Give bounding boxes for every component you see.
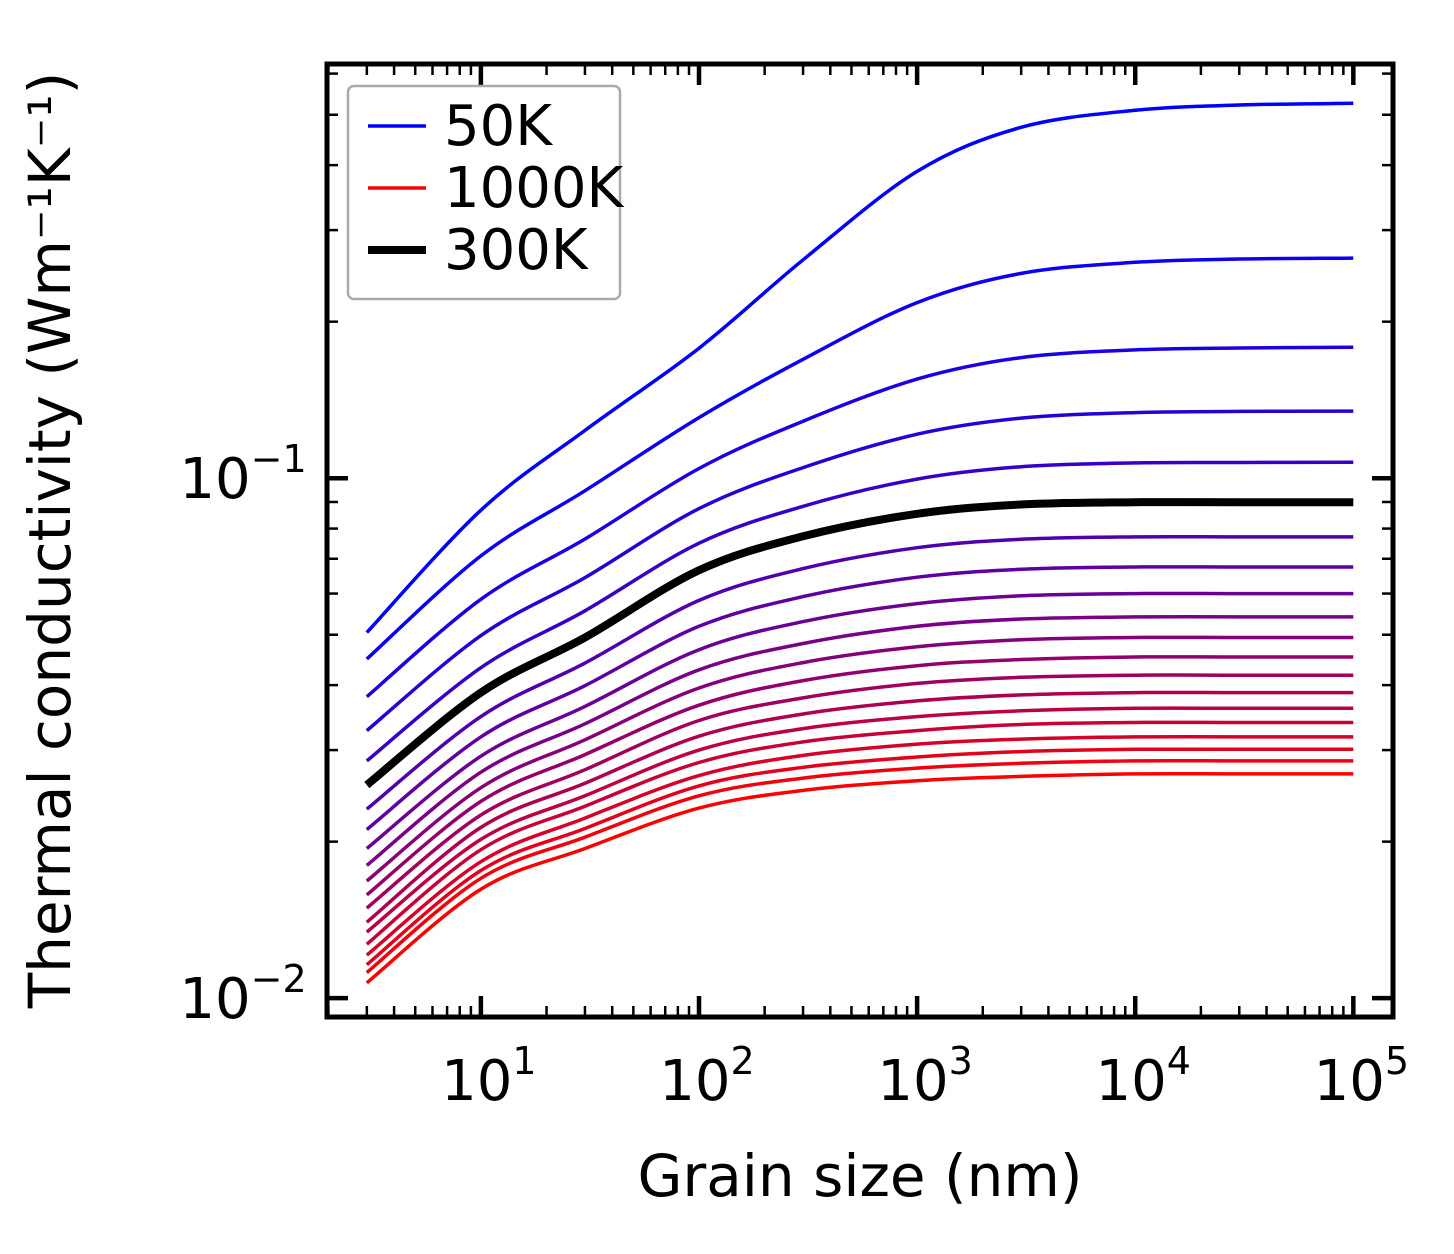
series-600K <box>365 655 1354 897</box>
series-850K <box>365 735 1354 957</box>
legend-label-50K: 50K <box>444 94 553 159</box>
x-axis-title: Grain size (nm) <box>637 1142 1082 1210</box>
axis-tick-labels: 101 102 103 104 105 10−1 10−2 <box>179 437 1409 1114</box>
series-700K <box>365 690 1354 924</box>
series-50K <box>365 101 1354 634</box>
series-1000K <box>365 771 1354 985</box>
series-400K <box>365 565 1354 831</box>
legend-label-1000K: 1000K <box>444 156 625 221</box>
legend-label-300K: 300K <box>444 218 589 283</box>
series-900K <box>365 747 1354 967</box>
y-tick-label-1e-2: 10−2 <box>179 957 306 1032</box>
axis-ticks <box>327 64 1393 1017</box>
series-750K <box>365 706 1354 934</box>
series-200K <box>365 409 1354 732</box>
series-950K <box>365 758 1354 974</box>
x-tick-label-1e3: 103 <box>877 1039 972 1114</box>
y-axis-title: Thermal conductivity (Wm⁻¹K⁻¹) <box>16 72 84 1010</box>
series-550K <box>365 635 1354 883</box>
x-tick-label-1e1: 101 <box>441 1039 536 1114</box>
x-tick-label-1e2: 102 <box>659 1039 754 1114</box>
y-tick-label-1e-1: 10−1 <box>179 437 306 512</box>
plot-frame <box>324 61 1396 1020</box>
legend: 50K 1000K 300K <box>346 84 625 301</box>
series-350K <box>365 534 1354 811</box>
series-100K <box>365 256 1354 661</box>
series-800K <box>365 720 1354 946</box>
series-250K <box>365 460 1354 763</box>
series-150K <box>365 345 1354 699</box>
series-650K <box>365 673 1354 910</box>
series-500K <box>365 615 1354 867</box>
x-tick-label-1e5: 105 <box>1314 1039 1409 1114</box>
curve-family <box>364 101 1354 985</box>
series-450K <box>365 591 1354 850</box>
legend-box <box>346 84 622 301</box>
series-300K <box>364 498 1354 789</box>
x-tick-label-1e4: 104 <box>1095 1039 1190 1114</box>
